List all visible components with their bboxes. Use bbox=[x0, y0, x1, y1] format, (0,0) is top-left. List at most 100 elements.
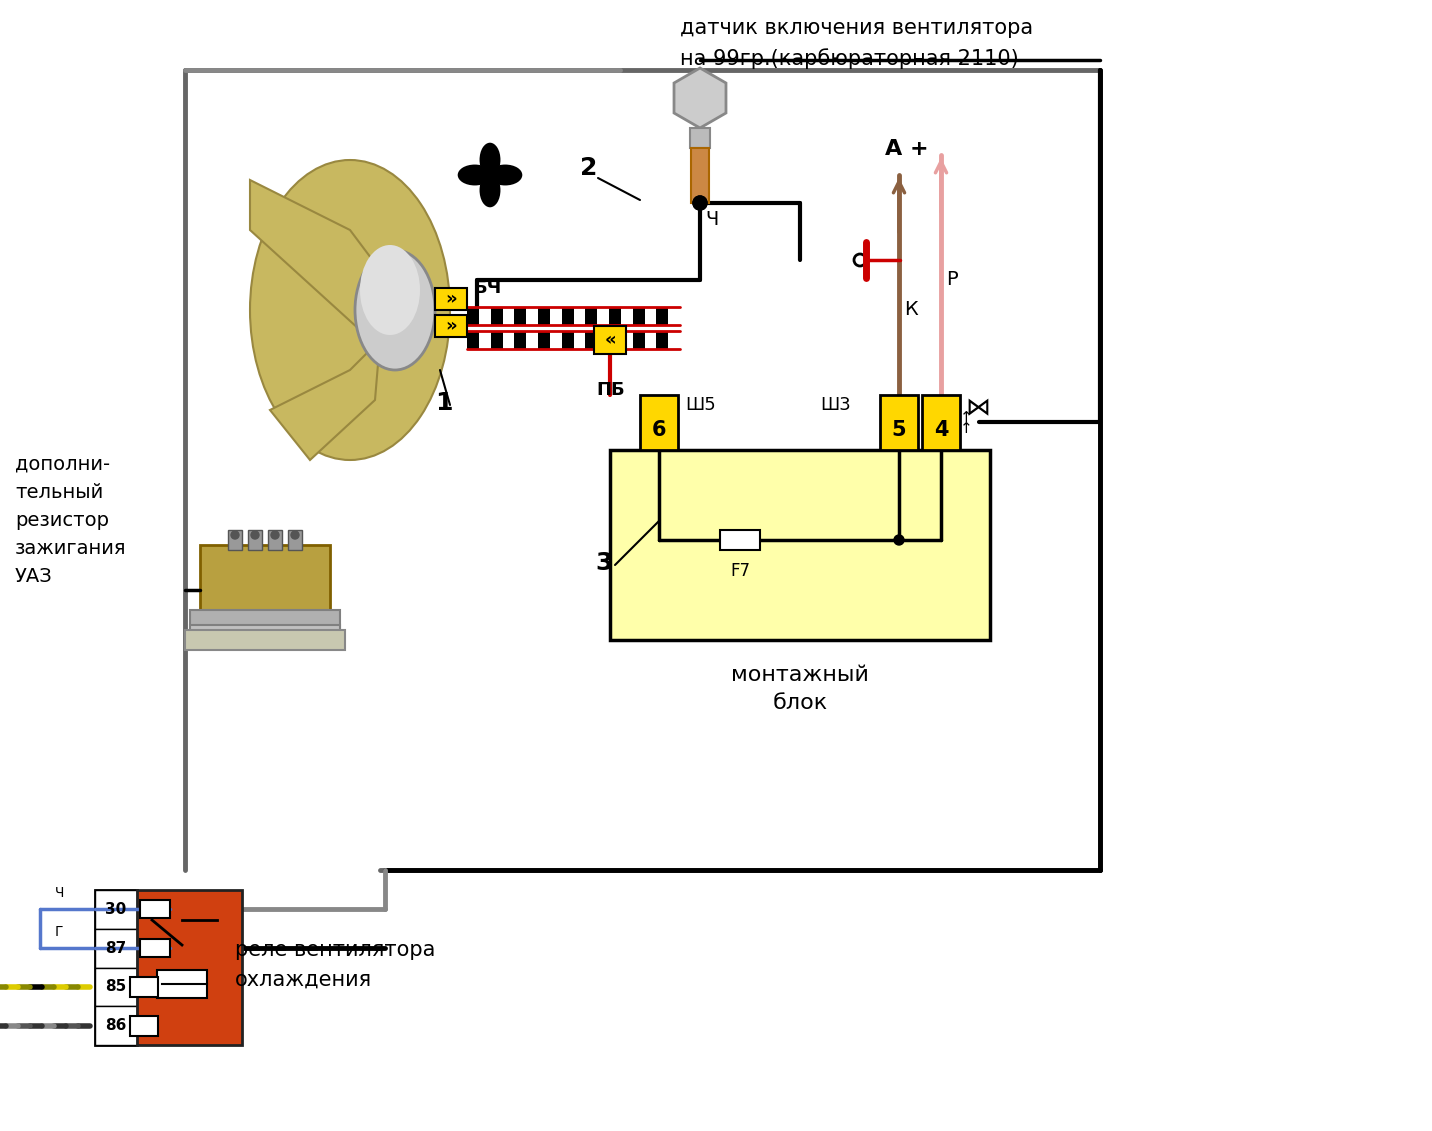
Text: ⋈: ⋈ bbox=[965, 396, 990, 420]
Text: на 99гр.(карбюраторная 2110): на 99гр.(карбюраторная 2110) bbox=[680, 48, 1018, 69]
Bar bbox=[158, 970, 208, 998]
Bar bbox=[190, 610, 339, 634]
Bar bbox=[467, 331, 478, 349]
Bar bbox=[95, 1007, 137, 1045]
Text: 5: 5 bbox=[892, 420, 906, 440]
Bar bbox=[586, 331, 597, 349]
Bar bbox=[538, 307, 550, 325]
Bar bbox=[609, 331, 621, 349]
Bar bbox=[248, 530, 262, 550]
Text: Ч: Ч bbox=[705, 210, 719, 228]
Bar bbox=[922, 395, 959, 450]
Bar bbox=[597, 331, 609, 349]
Bar bbox=[288, 530, 302, 550]
Bar bbox=[690, 128, 710, 148]
Bar bbox=[720, 530, 760, 550]
Bar bbox=[692, 148, 709, 202]
Bar bbox=[190, 625, 339, 640]
Polygon shape bbox=[251, 180, 379, 330]
Bar bbox=[669, 307, 680, 325]
Bar bbox=[573, 331, 586, 349]
Circle shape bbox=[251, 530, 259, 539]
Circle shape bbox=[894, 535, 904, 545]
Bar bbox=[491, 331, 503, 349]
Text: Р: Р bbox=[947, 270, 958, 290]
Text: датчик включения вентилятора: датчик включения вентилятора bbox=[680, 18, 1032, 38]
Polygon shape bbox=[271, 340, 379, 460]
Bar bbox=[881, 395, 918, 450]
Bar bbox=[200, 545, 329, 620]
Text: 4: 4 bbox=[934, 420, 948, 440]
Text: 87: 87 bbox=[106, 941, 126, 956]
Bar bbox=[609, 307, 621, 325]
Polygon shape bbox=[674, 68, 726, 128]
Bar bbox=[561, 331, 573, 349]
Bar bbox=[228, 530, 242, 550]
Ellipse shape bbox=[480, 143, 500, 176]
Circle shape bbox=[271, 530, 279, 539]
Circle shape bbox=[291, 530, 299, 539]
Bar bbox=[526, 307, 538, 325]
Bar bbox=[95, 967, 137, 1007]
Bar bbox=[550, 331, 561, 349]
Text: Ш5: Ш5 bbox=[684, 396, 716, 414]
Bar bbox=[514, 307, 526, 325]
Bar bbox=[526, 331, 538, 349]
Bar bbox=[95, 890, 137, 929]
Text: ПБ: ПБ bbox=[596, 381, 624, 399]
Bar bbox=[656, 331, 669, 349]
Text: монтажный
блок: монтажный блок bbox=[732, 665, 869, 713]
Bar bbox=[633, 307, 644, 325]
Bar bbox=[594, 326, 626, 354]
Bar bbox=[130, 1016, 158, 1036]
Circle shape bbox=[483, 167, 498, 183]
Text: »: » bbox=[445, 317, 457, 335]
Bar bbox=[644, 307, 656, 325]
Bar bbox=[514, 331, 526, 349]
Bar bbox=[561, 307, 573, 325]
Bar bbox=[621, 307, 633, 325]
Bar bbox=[621, 331, 633, 349]
Text: 85: 85 bbox=[106, 979, 126, 994]
Ellipse shape bbox=[480, 173, 500, 207]
Ellipse shape bbox=[251, 159, 450, 460]
Bar bbox=[95, 929, 137, 967]
Bar bbox=[95, 890, 137, 1045]
Text: Г: Г bbox=[54, 925, 63, 939]
Text: реле вентилятора
охлаждения: реле вентилятора охлаждения bbox=[235, 940, 435, 990]
Ellipse shape bbox=[359, 245, 420, 335]
Bar bbox=[478, 307, 491, 325]
Text: ↑
↑: ↑ ↑ bbox=[959, 411, 972, 437]
Text: 86: 86 bbox=[106, 1018, 126, 1033]
Bar bbox=[478, 331, 491, 349]
Bar bbox=[503, 307, 514, 325]
Bar bbox=[550, 307, 561, 325]
Bar bbox=[140, 900, 170, 918]
Bar bbox=[491, 307, 503, 325]
Bar bbox=[633, 331, 644, 349]
Bar bbox=[610, 450, 990, 640]
Bar bbox=[130, 977, 158, 996]
Text: «: « bbox=[604, 331, 616, 349]
Bar bbox=[597, 307, 609, 325]
Text: К: К bbox=[904, 300, 918, 319]
Ellipse shape bbox=[488, 164, 523, 185]
Text: БЧ: БЧ bbox=[473, 279, 501, 297]
Bar bbox=[573, 307, 586, 325]
Ellipse shape bbox=[458, 164, 493, 185]
Text: F7: F7 bbox=[730, 562, 750, 580]
Circle shape bbox=[693, 196, 707, 210]
Bar bbox=[640, 395, 677, 450]
Text: »: » bbox=[445, 290, 457, 308]
Text: А +: А + bbox=[885, 139, 928, 159]
Bar bbox=[435, 316, 467, 337]
Text: Ч: Ч bbox=[54, 887, 64, 900]
Bar bbox=[268, 530, 282, 550]
Text: 6: 6 bbox=[652, 420, 666, 440]
Bar bbox=[656, 307, 669, 325]
Circle shape bbox=[693, 196, 707, 210]
Circle shape bbox=[231, 530, 239, 539]
Ellipse shape bbox=[355, 250, 435, 370]
Bar bbox=[669, 331, 680, 349]
Text: 3: 3 bbox=[596, 551, 613, 575]
